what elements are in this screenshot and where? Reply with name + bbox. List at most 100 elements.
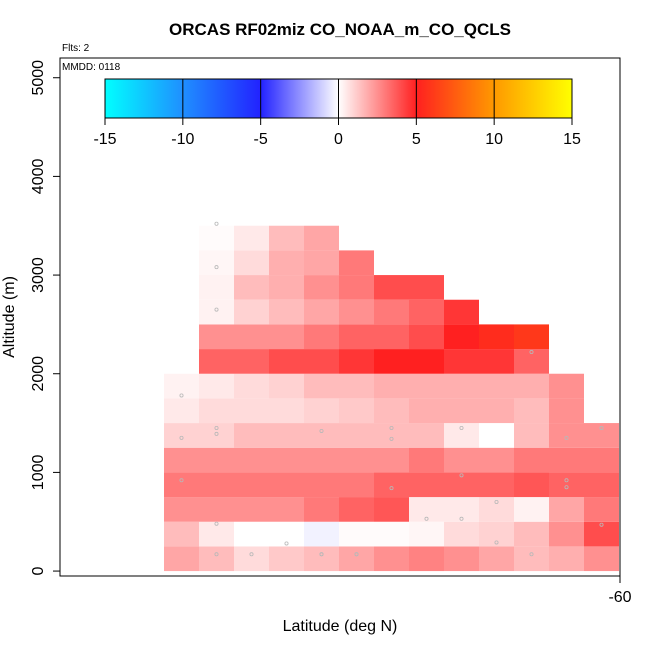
heatmap-cell xyxy=(199,373,234,399)
heatmap-cell xyxy=(444,299,479,325)
heatmap-cell xyxy=(444,324,479,350)
y-axis: 0 1000 2000 3000 4000 5000 xyxy=(30,60,60,576)
heatmap-cell xyxy=(304,299,339,325)
heatmap-cell xyxy=(304,324,339,350)
heatmap-cell xyxy=(339,497,374,522)
heatmap-cell xyxy=(304,373,339,399)
heatmap-cell xyxy=(584,497,619,522)
sample-point xyxy=(599,522,604,527)
heatmap-cell xyxy=(234,472,269,498)
heatmap-cell xyxy=(374,423,409,448)
heatmap-cell xyxy=(199,546,234,572)
heatmap-cell xyxy=(234,521,269,547)
heatmap-cell xyxy=(444,349,479,374)
heatmap-cell xyxy=(514,472,549,498)
heatmap-cell xyxy=(549,472,584,498)
heatmap-cell xyxy=(514,521,549,547)
heatmap-cell xyxy=(374,299,409,325)
heatmap-cell xyxy=(479,447,514,473)
chart-title: ORCAS RF02miz CO_NOAA_m_CO_QCLS xyxy=(169,20,511,39)
heatmap-cell xyxy=(234,299,269,325)
heatmap-cell xyxy=(479,521,514,547)
heatmap-cell xyxy=(164,472,199,498)
heatmap-cell xyxy=(479,349,514,374)
heatmap-cell xyxy=(549,373,584,399)
heatmap-cell xyxy=(164,423,199,448)
colorbar-tick-label: -15 xyxy=(93,131,116,148)
sample-point xyxy=(214,221,219,226)
heatmap-cell xyxy=(514,546,549,572)
sample-point xyxy=(249,552,254,557)
heatmap-cell xyxy=(199,447,234,473)
heatmap-cell xyxy=(199,398,234,424)
heatmap-cell xyxy=(234,324,269,350)
heatmap-cell xyxy=(339,546,374,572)
heatmap-cell xyxy=(269,299,304,325)
sample-points xyxy=(179,221,604,557)
y-tick-label: 5000 xyxy=(30,60,47,96)
heatmap-cell xyxy=(234,447,269,473)
y-tick-label: 2000 xyxy=(30,356,47,392)
heatmap-cell xyxy=(409,349,444,374)
heatmap-cell xyxy=(339,250,374,276)
heatmap-cell xyxy=(409,472,444,498)
sample-point xyxy=(424,516,429,521)
heatmap-cell xyxy=(409,398,444,424)
heatmap-cell xyxy=(269,546,304,572)
y-tick-label: 0 xyxy=(30,567,47,576)
sample-point xyxy=(319,428,324,433)
sample-point xyxy=(354,552,359,557)
heatmap-cell xyxy=(164,521,199,547)
heatmap-cell xyxy=(409,275,444,300)
heatmap-cell xyxy=(409,299,444,325)
heatmap-cell xyxy=(199,275,234,300)
heatmap-cell xyxy=(339,423,374,448)
sample-point xyxy=(179,478,184,483)
date-label: MMDD: 0118 xyxy=(62,62,121,73)
heatmap-cell xyxy=(549,497,584,522)
sample-point xyxy=(214,521,219,526)
heatmap-cell xyxy=(374,398,409,424)
heatmap-cell xyxy=(409,324,444,350)
heatmap-cell xyxy=(514,423,549,448)
heatmap-cell xyxy=(304,250,339,276)
heatmap-cell xyxy=(269,472,304,498)
heatmap-cell xyxy=(479,472,514,498)
heatmap-cell xyxy=(269,250,304,276)
heatmap-cell xyxy=(479,546,514,572)
sample-point xyxy=(459,473,464,478)
heatmap-cell xyxy=(514,349,549,374)
x-axis-label: Latitude (deg N) xyxy=(283,618,398,635)
sample-point xyxy=(564,478,569,483)
sample-point xyxy=(214,425,219,430)
flights-label: Flts: 2 xyxy=(62,43,90,54)
sample-point xyxy=(459,516,464,521)
heatmap-cell xyxy=(549,398,584,424)
heatmap-cell xyxy=(444,423,479,448)
heatmap-cell xyxy=(374,349,409,374)
heatmap-cell xyxy=(304,423,339,448)
sample-point xyxy=(494,499,499,504)
heatmap-cell xyxy=(584,521,619,547)
heatmap-cell xyxy=(304,521,339,547)
colorbar-tick-label: -10 xyxy=(171,131,194,148)
sample-point xyxy=(459,425,464,430)
heatmap-cell xyxy=(409,423,444,448)
heatmap-cell xyxy=(304,447,339,473)
heatmap-cell xyxy=(234,250,269,276)
heatmap-cell xyxy=(269,423,304,448)
heatmap-cell xyxy=(374,447,409,473)
heatmap-cell xyxy=(479,398,514,424)
heatmap-cell xyxy=(444,521,479,547)
heatmap-cell xyxy=(584,423,619,448)
heatmap-cell xyxy=(374,497,409,522)
x-tick-label: -60 xyxy=(608,589,631,606)
plot-frame xyxy=(59,57,621,577)
heatmap-cell xyxy=(339,398,374,424)
heatmap-cell xyxy=(269,349,304,374)
heatmap-cell xyxy=(199,225,234,251)
heatmap-cell xyxy=(339,299,374,325)
sample-point xyxy=(214,552,219,557)
heatmap-cell xyxy=(164,497,199,522)
